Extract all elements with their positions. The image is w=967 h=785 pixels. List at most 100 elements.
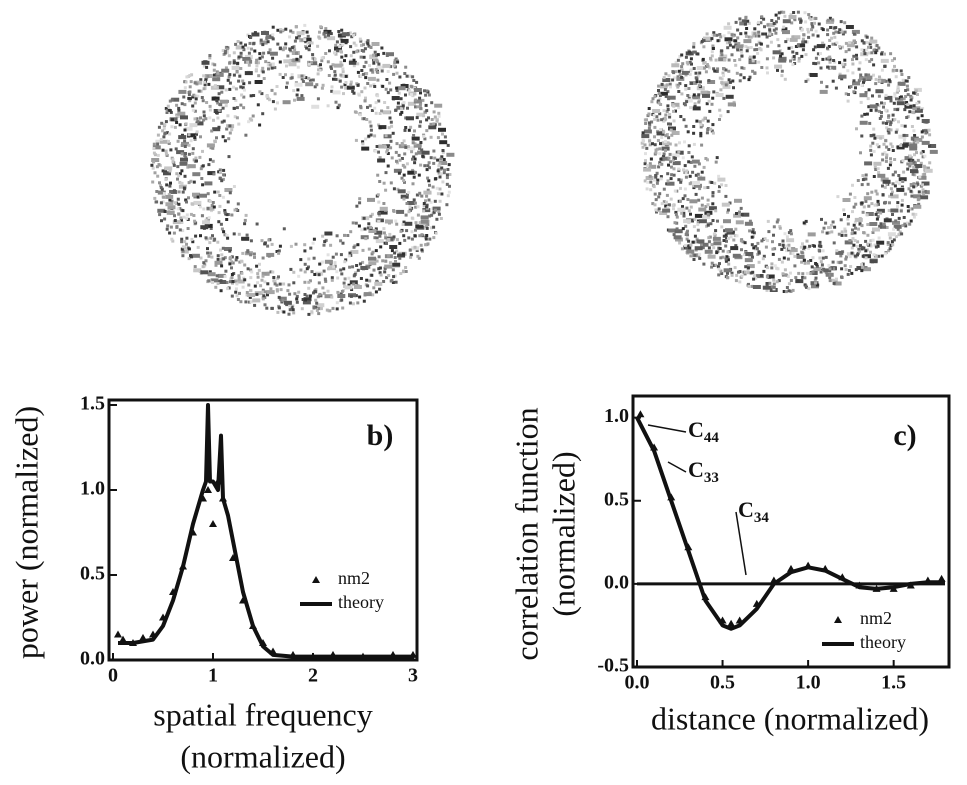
image-pixel bbox=[831, 220, 835, 224]
image-pixel bbox=[352, 64, 356, 68]
image-pixel bbox=[425, 109, 429, 113]
image-pixel bbox=[334, 43, 338, 47]
image-pixel bbox=[166, 224, 170, 228]
image-pixel bbox=[765, 288, 769, 292]
image-pixel bbox=[331, 63, 335, 67]
image-pixel bbox=[398, 256, 402, 260]
image-pixel bbox=[438, 162, 442, 166]
image-pixel bbox=[191, 104, 195, 108]
image-pixel bbox=[786, 37, 790, 41]
image-pixel bbox=[173, 214, 176, 218]
image-pixel bbox=[861, 254, 865, 258]
image-pixel bbox=[253, 49, 257, 53]
image-pixel bbox=[873, 165, 877, 169]
image-pixel bbox=[858, 61, 862, 65]
image-pixel bbox=[685, 169, 689, 173]
image-pixel bbox=[163, 171, 171, 176]
image-pixel bbox=[866, 233, 870, 237]
image-pixel bbox=[193, 117, 197, 121]
image-pixel bbox=[194, 156, 198, 160]
image-pixel bbox=[682, 211, 686, 215]
image-pixel bbox=[383, 270, 387, 274]
image-pixel bbox=[835, 41, 839, 45]
image-pixel bbox=[834, 86, 838, 90]
image-pixel bbox=[261, 43, 265, 47]
image-pixel bbox=[417, 150, 426, 155]
image-pixel bbox=[715, 69, 719, 73]
image-pixel bbox=[895, 128, 899, 132]
image-pixel bbox=[256, 281, 260, 285]
image-pixel bbox=[406, 116, 414, 121]
image-pixel bbox=[721, 81, 730, 86]
image-pixel bbox=[384, 219, 393, 224]
image-pixel bbox=[182, 215, 186, 219]
image-pixel bbox=[183, 240, 187, 244]
image-pixel bbox=[826, 46, 829, 50]
image-pixel bbox=[335, 270, 339, 274]
image-pixel bbox=[218, 194, 222, 197]
image-pixel bbox=[231, 261, 235, 265]
image-pixel bbox=[437, 171, 441, 175]
image-pixel bbox=[435, 118, 439, 122]
image-pixel bbox=[419, 243, 423, 247]
image-pixel bbox=[707, 240, 711, 244]
image-pixel bbox=[677, 150, 681, 154]
image-pixel bbox=[897, 216, 901, 220]
image-pixel bbox=[880, 101, 883, 105]
image-pixel bbox=[254, 61, 258, 65]
image-pixel bbox=[340, 38, 349, 43]
image-pixel bbox=[299, 268, 303, 272]
image-pixel bbox=[428, 237, 432, 241]
image-pixel bbox=[307, 41, 311, 44]
image-pixel bbox=[796, 10, 800, 14]
image-pixel bbox=[420, 215, 429, 220]
image-pixel bbox=[691, 159, 700, 164]
image-pixel bbox=[832, 31, 836, 35]
image-pixel bbox=[314, 288, 318, 291]
image-pixel bbox=[783, 77, 787, 81]
image-pixel bbox=[291, 308, 295, 312]
legend-swatch bbox=[312, 576, 320, 583]
image-pixel bbox=[710, 181, 714, 184]
image-pixel bbox=[819, 52, 822, 55]
image-pixel bbox=[746, 266, 750, 270]
image-pixel bbox=[821, 28, 825, 32]
image-pixel bbox=[899, 95, 903, 99]
image-pixel bbox=[870, 190, 874, 194]
image-pixel bbox=[843, 58, 847, 62]
image-pixel bbox=[441, 132, 444, 136]
image-pixel bbox=[722, 234, 726, 238]
image-pixel bbox=[786, 257, 790, 261]
image-pixel bbox=[757, 251, 761, 255]
image-pixel bbox=[432, 122, 436, 126]
image-pixel bbox=[676, 85, 680, 89]
image-pixel bbox=[338, 45, 342, 48]
image-pixel bbox=[171, 158, 175, 162]
image-pixel bbox=[354, 43, 358, 47]
image-pixel bbox=[221, 246, 225, 250]
image-pixel bbox=[900, 143, 909, 148]
image-pixel bbox=[724, 244, 728, 248]
image-pixel bbox=[151, 180, 155, 184]
image-pixel bbox=[263, 280, 267, 284]
image-pixel bbox=[311, 53, 315, 57]
image-pixel bbox=[819, 66, 823, 70]
image-pixel bbox=[208, 199, 212, 203]
image-pixel bbox=[400, 157, 404, 160]
image-pixel bbox=[271, 100, 275, 104]
image-pixel bbox=[684, 124, 688, 128]
image-pixel bbox=[258, 56, 262, 60]
image-pixel bbox=[343, 260, 347, 264]
image-pixel bbox=[425, 205, 429, 209]
image-pixel bbox=[277, 249, 281, 253]
image-pixel bbox=[172, 231, 176, 235]
image-pixel bbox=[727, 31, 731, 35]
image-pixel bbox=[666, 215, 670, 219]
image-pixel bbox=[801, 272, 805, 276]
image-pixel bbox=[421, 154, 425, 158]
image-pixel bbox=[173, 125, 177, 129]
image-pixel bbox=[376, 60, 380, 64]
image-pixel bbox=[784, 244, 788, 248]
image-pixel bbox=[227, 155, 231, 159]
